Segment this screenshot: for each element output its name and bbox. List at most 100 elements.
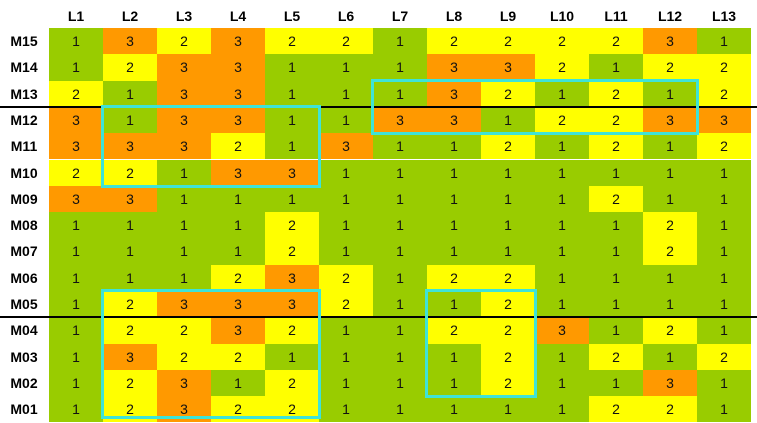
grid-cell: 3: [157, 106, 211, 134]
grid-cell: 3: [49, 106, 103, 134]
grid-cell: 2: [103, 54, 157, 81]
grid-cell: 3: [103, 133, 157, 160]
grid-cell: 2: [265, 317, 319, 344]
grid-cell: 1: [643, 80, 697, 107]
grid-cell: 3: [211, 80, 265, 107]
row-header: M15: [10, 33, 38, 49]
grid-cell: 3: [427, 106, 481, 134]
row-header: M01: [10, 401, 38, 418]
grid-cell: 1: [319, 238, 373, 265]
grid-cell: 1: [49, 343, 103, 370]
grid-cell: 1: [211, 369, 265, 397]
row-header: M12: [10, 111, 38, 128]
grid-cell: 2: [427, 264, 481, 291]
grid-cell: 3: [427, 54, 481, 81]
grid-cell: 1: [103, 212, 157, 239]
grid-cell: 1: [535, 133, 589, 160]
grid-cell: 1: [481, 185, 535, 213]
grid-cell: 1: [643, 343, 697, 370]
grid-cell: 1: [697, 212, 751, 239]
grid-cell: 1: [589, 238, 643, 265]
column-header: L7: [391, 8, 409, 24]
grid-cell: 3: [643, 369, 697, 397]
grid-cell: 1: [157, 159, 211, 186]
grid-cell: 2: [157, 28, 211, 55]
grid-cell: 1: [319, 396, 373, 423]
grid-cell: 1: [535, 159, 589, 186]
row-separator-line: [0, 316, 757, 319]
grid-cell: 2: [643, 54, 697, 81]
grid-cell: 1: [319, 106, 373, 134]
grid-cell: 3: [157, 369, 211, 397]
grid-cell: 1: [643, 291, 697, 318]
grid-cell: 2: [589, 80, 643, 107]
grid-cell: 1: [697, 291, 751, 318]
grid-cell: 3: [481, 54, 535, 81]
grid-cell: 1: [373, 396, 427, 423]
grid-cell: 2: [589, 343, 643, 370]
grid-cell: 2: [481, 133, 535, 160]
column-header: L8: [445, 8, 463, 24]
row-header: M07: [10, 243, 38, 260]
highlight-box: [101, 289, 321, 419]
grid-cell: 1: [373, 317, 427, 344]
grid-cell: 1: [535, 80, 589, 107]
grid-cell: 2: [589, 185, 643, 213]
grid-cell: 3: [103, 185, 157, 213]
grid-cell: 1: [427, 291, 481, 318]
grid-cell: 2: [319, 28, 373, 55]
grid-cell: 1: [589, 212, 643, 239]
grid-cell: 2: [481, 369, 535, 397]
column-header: L4: [229, 8, 247, 24]
grid-cell: 1: [697, 159, 751, 186]
column-header: L10: [549, 8, 575, 24]
grid-cell: 1: [265, 185, 319, 213]
grid-cell: 1: [697, 185, 751, 213]
grid-cell: 3: [319, 133, 373, 160]
grid-cell: 1: [589, 369, 643, 397]
highlight-box: [371, 78, 699, 136]
grid-cell: 2: [589, 28, 643, 55]
grid-cell: 2: [481, 343, 535, 370]
grid-cell: 3: [427, 80, 481, 107]
grid-cell: 1: [589, 54, 643, 81]
grid-cell: 1: [211, 238, 265, 265]
grid-cell: 1: [427, 185, 481, 213]
grid-cell: 2: [265, 369, 319, 397]
grid-cell: 3: [211, 159, 265, 186]
grid-cell: 2: [103, 369, 157, 397]
grid-cell: 1: [643, 185, 697, 213]
grid-cell: 3: [49, 133, 103, 160]
grid-cell: 3: [103, 343, 157, 370]
grid-cell: 1: [211, 212, 265, 239]
grid-cell: 3: [157, 54, 211, 81]
grid-cell: 1: [103, 238, 157, 265]
grid-cell: 1: [319, 369, 373, 397]
column-header: L12: [657, 8, 683, 24]
grid-cell: 1: [373, 28, 427, 55]
grid-cell: 2: [481, 28, 535, 55]
grid-cell: 1: [481, 238, 535, 265]
grid-cell: 1: [697, 264, 751, 291]
grid-cell: 1: [157, 185, 211, 213]
grid-cell: 1: [589, 159, 643, 186]
grid-cell: 2: [481, 80, 535, 107]
grid-cell: 1: [49, 238, 103, 265]
row-header: M11: [10, 138, 38, 155]
grid-cell: 3: [265, 264, 319, 291]
grid-cell: 2: [589, 133, 643, 160]
grid-cell: 1: [535, 212, 589, 239]
grid-cell: 1: [373, 212, 427, 239]
grid-cell: 1: [535, 185, 589, 213]
grid-cell: 3: [211, 291, 265, 318]
grid-cell: 3: [211, 54, 265, 81]
grid-cell: 1: [49, 264, 103, 291]
grid-cell: 1: [589, 291, 643, 318]
grid-cell: 1: [373, 54, 427, 81]
grid-cell: 1: [535, 369, 589, 397]
grid-cell: 2: [697, 54, 751, 81]
grid-cell: 3: [697, 106, 751, 134]
grid-cell: 1: [373, 80, 427, 107]
row-header: M05: [10, 296, 38, 312]
